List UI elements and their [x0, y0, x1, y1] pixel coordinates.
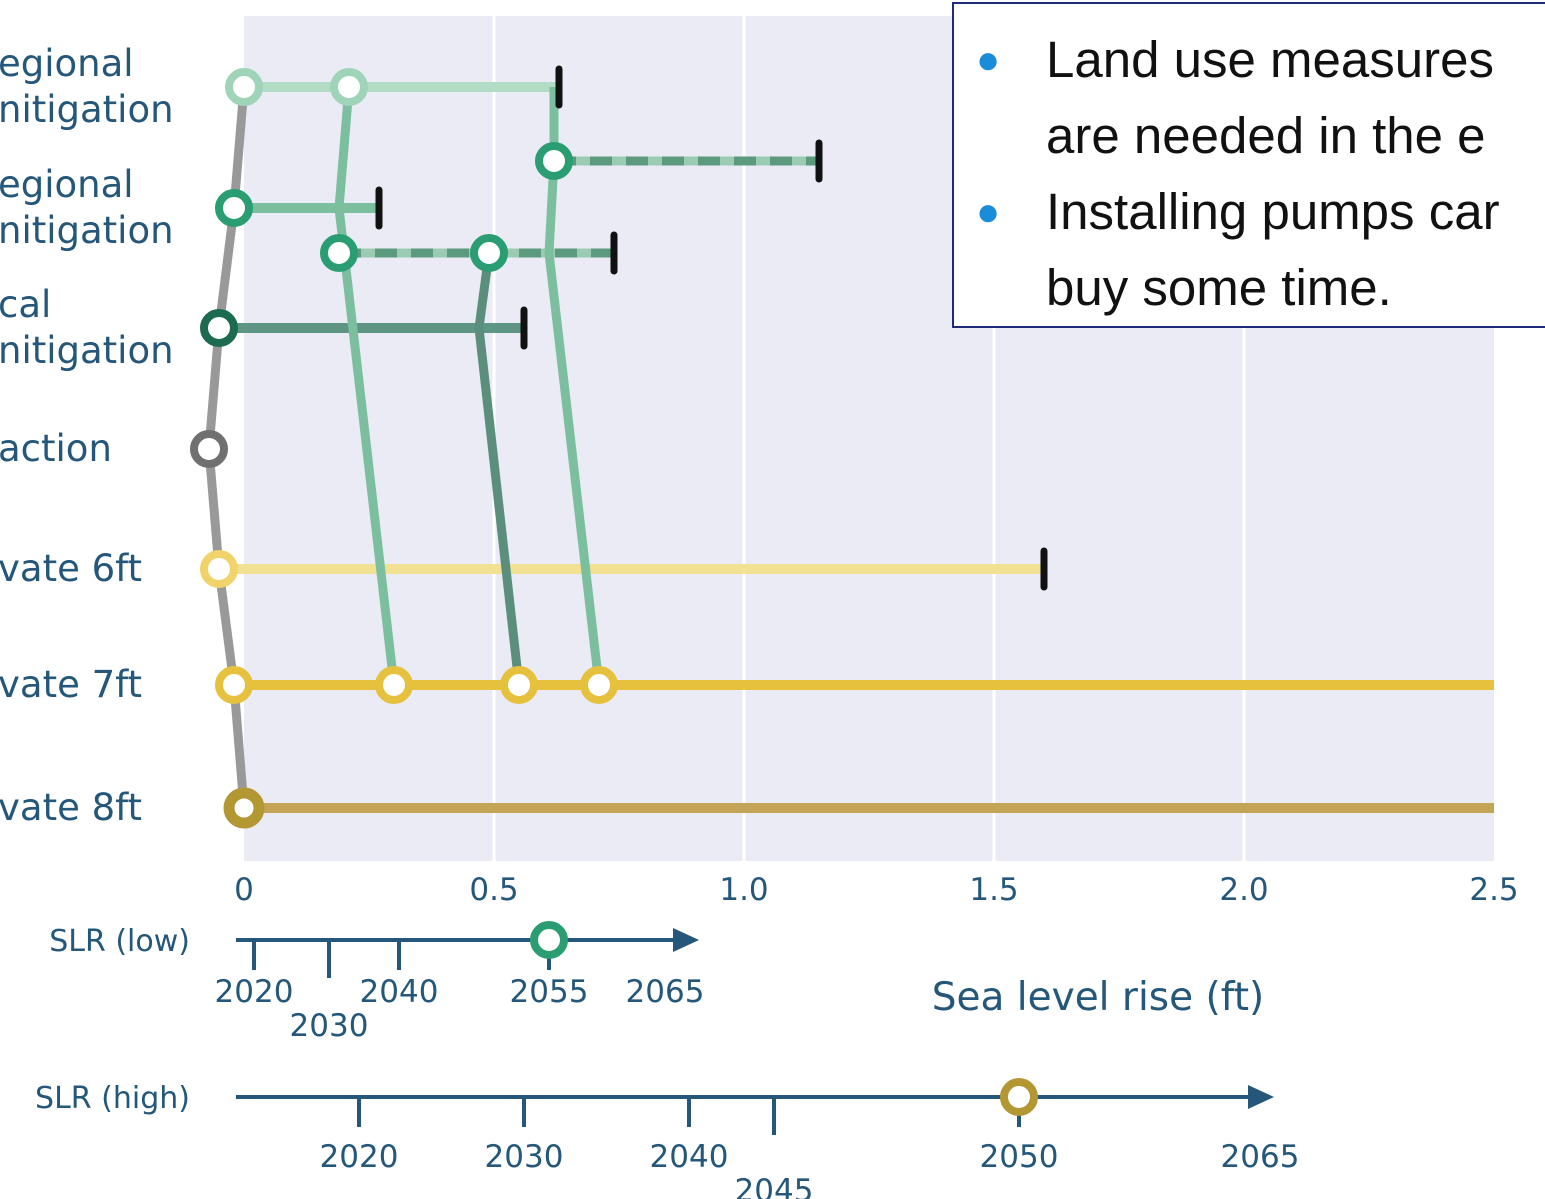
row-label: vate 6ft: [0, 547, 142, 590]
pathway-nodes: [190, 68, 618, 829]
pathway-node: [470, 234, 508, 272]
bullet-icon: ●: [976, 38, 1001, 82]
x-tick-label: 1.5: [969, 872, 1018, 908]
timeline-marker: [1000, 1078, 1038, 1116]
row-label: cal: [0, 283, 51, 326]
callout-item-land-use: ● Land use measures are needed in the e: [954, 22, 1545, 174]
year-label: 2065: [1221, 1139, 1300, 1175]
pathway-node: [375, 666, 413, 704]
timeline-marker: [530, 921, 568, 959]
callout-item-pumps: ● Installing pumps car buy some time.: [954, 174, 1545, 326]
pathway-node: [200, 550, 238, 588]
row-label: action: [0, 427, 112, 470]
arrow-head-icon: [1248, 1085, 1274, 1109]
x-axis-label: Sea level rise (ft): [932, 975, 1265, 1020]
callout-line: Installing pumps car: [1046, 183, 1500, 240]
callout-line: buy some time.: [1046, 259, 1392, 316]
bullet-icon: ●: [976, 190, 1001, 234]
year-label: 2030: [485, 1139, 564, 1175]
pathway-lines: [219, 82, 1494, 813]
year-label: 2030: [290, 1008, 369, 1044]
year-label: 2020: [320, 1139, 399, 1175]
pathway-node: [320, 234, 358, 272]
row-label: vate 7ft: [0, 663, 142, 706]
callout-line: Land use measures: [1046, 31, 1494, 88]
transfer-line: [544, 87, 604, 686]
year-label: 2020: [215, 974, 294, 1010]
row-label: nitigation: [0, 209, 174, 252]
year-label: 2065: [626, 974, 705, 1010]
x-tick-label: 0.5: [469, 872, 518, 908]
row-label: egional: [0, 163, 134, 206]
end-markers: [375, 65, 1048, 591]
timeline-name: SLR (low): [49, 924, 190, 959]
year-label: 2050: [980, 1139, 1059, 1175]
x-tick-labels: 0 0.5 1.0 1.5 2.0 2.5: [234, 872, 1519, 908]
pathway-node: [500, 666, 538, 704]
x-tick-label: 1.0: [719, 872, 768, 908]
pathway-node: [200, 309, 238, 347]
pathway-node: [535, 142, 573, 180]
x-tick-label: 0: [234, 872, 254, 908]
year-label: 2045: [735, 1173, 814, 1199]
pathway-node: [190, 430, 228, 468]
year-label: 2040: [650, 1139, 729, 1175]
row-labels: egionalnitigationegionalnitigationcalnit…: [0, 42, 174, 829]
callout-line: are needed in the e: [1046, 107, 1486, 164]
pathway-node: [580, 666, 618, 704]
x-tick-label: 2.5: [1469, 872, 1518, 908]
x-tick-label: 2.0: [1219, 872, 1268, 908]
pathway-node: [223, 787, 265, 829]
year-label: 2040: [360, 974, 439, 1010]
row-label: nitigation: [0, 88, 174, 131]
transfer-line: [474, 252, 524, 686]
pathway-node: [225, 68, 263, 106]
transfer-line: [334, 86, 399, 686]
timeline-name: SLR (high): [35, 1081, 190, 1116]
row-label: vate 8ft: [0, 786, 142, 829]
row-label: nitigation: [0, 329, 174, 372]
arrow-head-icon: [673, 928, 699, 952]
callout-box: ● Land use measures are needed in the e ●…: [952, 2, 1545, 328]
transfer-lines: [334, 86, 604, 686]
row-label: egional: [0, 42, 134, 85]
year-label: 2055: [510, 974, 589, 1010]
pathway-node: [215, 666, 253, 704]
callout-list: ● Land use measures are needed in the e ●…: [954, 4, 1545, 326]
pathway-node: [215, 189, 253, 227]
pathway-node: [330, 68, 368, 106]
